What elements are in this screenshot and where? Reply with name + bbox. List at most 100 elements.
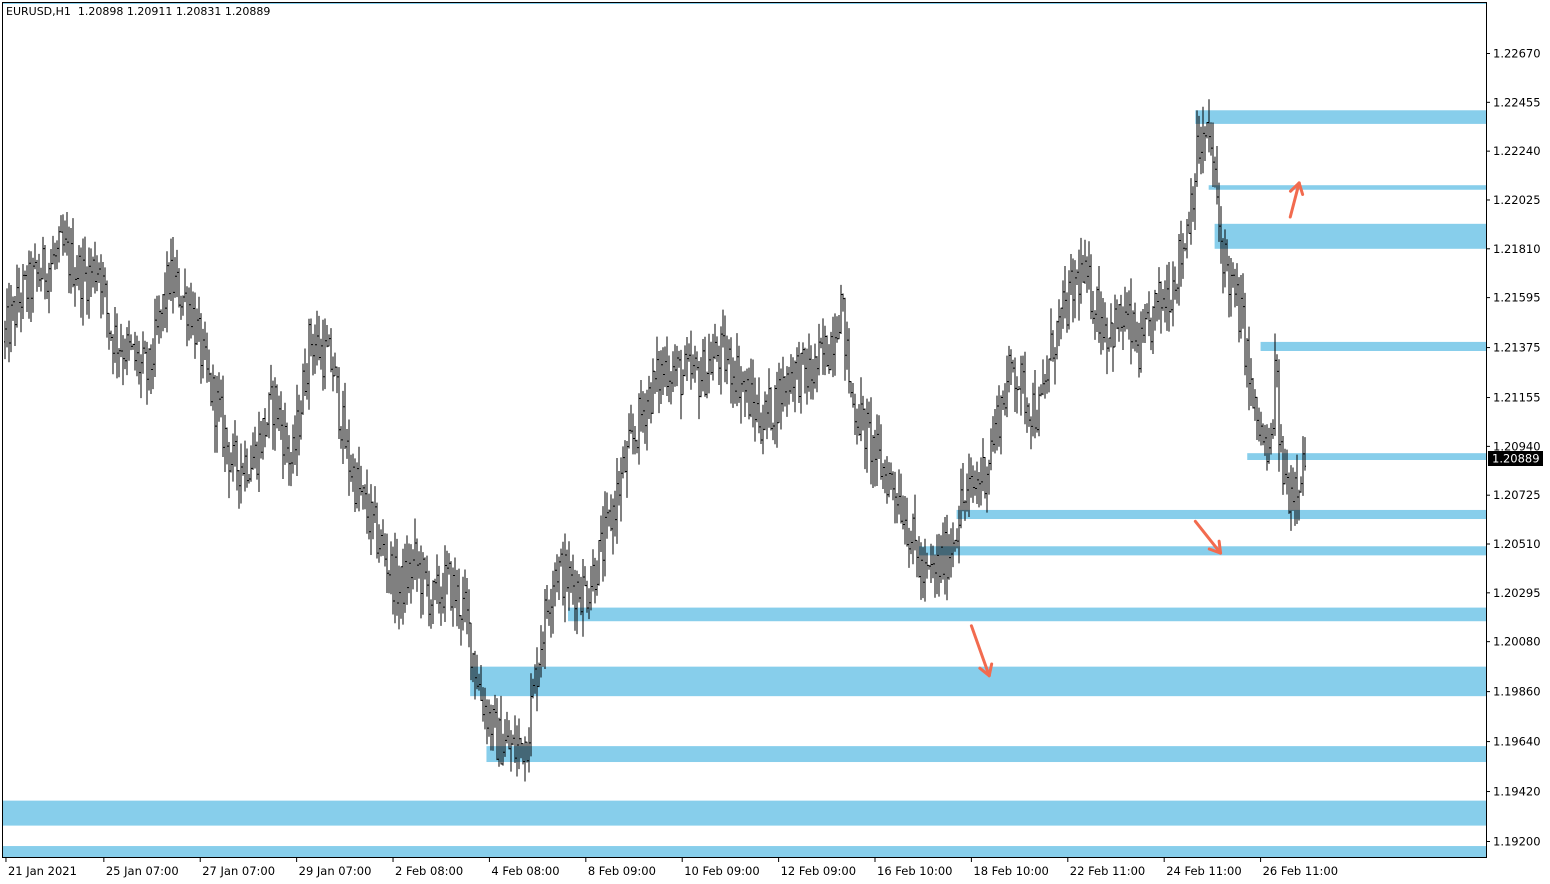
ohlc-bar [1140, 311, 1142, 373]
ohlc-bar [660, 350, 662, 404]
ohlc-bar [1112, 322, 1114, 372]
ohlc-bar [54, 242, 56, 270]
ohlc-bar [256, 441, 258, 480]
ohlc-bar [1054, 347, 1056, 385]
ohlc-bar [152, 338, 154, 390]
ohlc-bar [32, 257, 34, 313]
ohlc-bar [690, 330, 692, 390]
ohlc-bar [756, 394, 758, 423]
ohlc-bar [10, 284, 12, 353]
ohlc-bar [764, 391, 766, 431]
ohlc-bar [580, 576, 582, 616]
ohlc-bar [30, 251, 32, 322]
ohlc-bar [356, 462, 358, 509]
ohlc-bar [726, 335, 728, 385]
time-axis[interactable]: 21 Jan 2021 25 Jan 07:00 27 Jan 07:00 29 Ja… [5, 857, 1338, 878]
ohlc-bar [970, 457, 972, 498]
ohlc-bar [1238, 277, 1240, 343]
ohlc-bar [1018, 385, 1020, 391]
ohlc-bar [1032, 382, 1034, 437]
ohlc-bar [1184, 243, 1186, 252]
ohlc-bar [1208, 99, 1210, 153]
ohlc-bar [384, 533, 386, 567]
ohlc-bar [1226, 239, 1228, 272]
ohlc-bar [928, 564, 930, 570]
x-tick-label: 25 Jan 07:00 [106, 864, 179, 878]
ohlc-bar [404, 543, 406, 613]
ohlc-bar [1108, 337, 1110, 352]
ohlc-bar [350, 454, 352, 482]
ohlc-bar [368, 493, 370, 540]
ohlc-bar [214, 375, 216, 453]
ohlc-bar [474, 650, 476, 700]
ohlc-bar [556, 554, 558, 593]
arrow-head [1297, 181, 1305, 196]
ohlc-bar [186, 286, 188, 347]
ohlc-bar [448, 553, 450, 575]
ohlc-bar [190, 282, 192, 339]
ohlc-bar [824, 325, 826, 376]
ohlc-bar [232, 433, 234, 482]
ohlc-bar [508, 720, 510, 750]
ohlc-bar [586, 580, 588, 613]
ohlc-bar [1012, 359, 1014, 373]
ohlc-bar [72, 218, 74, 288]
ohlc-bar [130, 334, 132, 351]
ohlc-bar [326, 324, 328, 348]
zone-9 [470, 666, 1486, 697]
x-tick-label: 16 Feb 10:00 [877, 864, 952, 878]
ohlc-bar [386, 533, 388, 594]
ohlc-bar [1296, 454, 1298, 524]
ohlc-bar [820, 337, 822, 349]
ohlc-bar [490, 704, 492, 751]
ohlc-bar [626, 440, 628, 498]
ohlc-bar [802, 342, 804, 365]
ohlc-bar [936, 534, 938, 595]
ohlc-bar [766, 394, 768, 440]
ohlc-bar [616, 458, 618, 544]
ohlc-bar [846, 321, 848, 370]
ohlc-bar [1266, 424, 1268, 471]
ohlc-bar [414, 518, 416, 580]
ohlc-bar [1250, 358, 1252, 407]
ohlc-bar [688, 343, 690, 362]
ohlc-bar [722, 309, 724, 348]
ohlc-bar [900, 473, 902, 524]
ohlc-bar [1176, 283, 1178, 304]
x-tick-label: 12 Feb 09:00 [781, 864, 856, 878]
ohlc-bar [228, 441, 230, 499]
price-axis[interactable]: 1.22670 1.22455 1.22240 1.22025 1.21810 1.215… [1486, 47, 1541, 849]
ohlc-bar [328, 334, 330, 347]
ohlc-bar [1262, 423, 1264, 446]
ohlc-bar [672, 351, 674, 392]
ohlc-bar [1056, 320, 1058, 360]
ohlc-bar [976, 461, 978, 505]
ohlc-bar [236, 435, 238, 491]
ohlc-bar [268, 392, 270, 439]
ohlc-bar [654, 370, 656, 394]
current-price-tag-bg [1488, 451, 1543, 466]
ohlc-bar [1168, 262, 1170, 332]
ohlc-bar [854, 393, 856, 435]
ohlc-bar [272, 380, 274, 450]
ohlc-bar [770, 387, 772, 431]
ohlc-bar [1066, 292, 1068, 333]
ohlc-bar [704, 336, 706, 397]
ohlc-bar [420, 545, 422, 619]
ohlc-bar [754, 377, 756, 442]
ohlc-bar [416, 538, 418, 592]
ohlc-bar [434, 578, 436, 601]
ohlc-bar [1298, 489, 1300, 521]
ohlc-bar [1106, 317, 1108, 375]
ohlc-bar [644, 393, 646, 444]
ohlc-bar [748, 367, 750, 420]
ohlc-bar [452, 567, 454, 627]
current-price-tag: 1.20889 [1488, 451, 1543, 466]
ohlc-bar [710, 341, 712, 375]
ohlc-bar [522, 743, 524, 765]
ohlc-bar [1004, 383, 1006, 416]
ohlc-bar [290, 452, 292, 487]
ohlc-bar [914, 494, 916, 551]
